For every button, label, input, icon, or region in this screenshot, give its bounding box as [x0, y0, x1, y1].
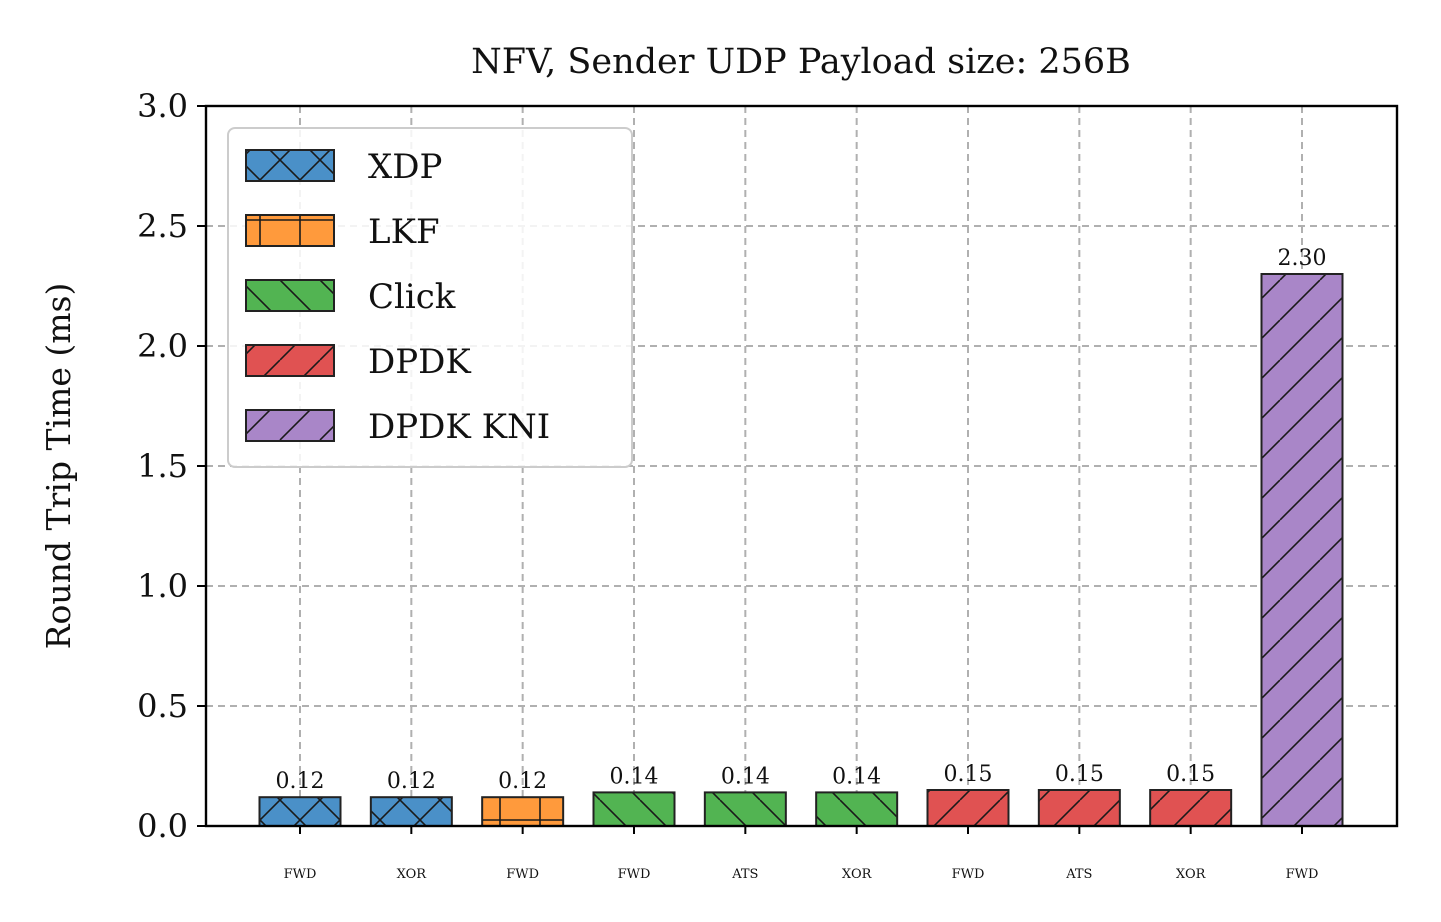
bar-xdp-fwd — [258, 796, 342, 828]
y-tick-label: 0.5 — [137, 687, 188, 725]
bar-dpdk-fwd — [926, 789, 1010, 827]
x-tick-label: ATS — [1065, 867, 1092, 882]
y-tick-label: 3.0 — [137, 87, 188, 125]
legend-swatch-lkf — [245, 214, 335, 247]
bar-value-label: 2.30 — [1278, 246, 1327, 271]
bar-dpdk-ats — [1037, 789, 1121, 827]
legend-label-xdp: XDP — [368, 147, 442, 187]
value-labels: 0.12 0.12 0.12 0.14 0.14 0.14 0.15 0.15 0.15 2.30 — [276, 246, 1327, 794]
y-ticks: 0.0 0.5 1.0 1.5 2.0 2.5 3.0 — [137, 87, 206, 845]
x-tick-label: FWD — [618, 867, 651, 882]
x-tick-label: FWD — [1286, 867, 1319, 882]
bar-value-label: 0.14 — [832, 764, 881, 789]
x-tick-label: ATS — [731, 867, 758, 882]
bar-value-label: 0.15 — [1166, 762, 1215, 787]
bar-lkf-fwd — [481, 796, 565, 828]
y-tick-label: 2.5 — [137, 207, 188, 245]
bar-value-label: 0.14 — [721, 764, 770, 789]
legend-label-click: Click — [368, 277, 456, 317]
bar-click-ats — [703, 791, 787, 828]
y-tick-label: 1.0 — [137, 567, 188, 605]
chart-title: NFV, Sender UDP Payload size: 256B — [471, 42, 1131, 82]
bar-value-label: 0.12 — [276, 769, 325, 794]
y-axis-label: Round Trip Time (ms) — [39, 283, 78, 650]
bar-click-fwd — [592, 791, 676, 828]
legend: XDP LKF Click DPDK DPDK KNI — [227, 127, 633, 468]
legend-label-dpdk: DPDK — [368, 342, 471, 382]
legend-swatch-xdp — [245, 149, 335, 182]
x-tick-label: XOR — [842, 867, 873, 882]
y-tick-label: 1.5 — [137, 447, 188, 485]
x-tick-label: XOR — [397, 867, 428, 882]
bar-dpdk-kni-fwd — [1260, 273, 1344, 827]
x-tick-label: FWD — [952, 867, 985, 882]
y-tick-label: 2.0 — [137, 327, 188, 365]
y-tick-label: 0.0 — [137, 807, 188, 845]
x-ticks: FWD XOR FWD FWD ATS XOR FWD ATS XOR FWD — [284, 826, 1319, 882]
legend-label-dpdk-kni: DPDK KNI — [368, 407, 550, 447]
x-tick-label: FWD — [506, 867, 539, 882]
bars — [258, 273, 1344, 828]
bar-value-label: 0.15 — [1055, 762, 1104, 787]
plot-frame — [204, 104, 1399, 828]
bar-value-label: 0.14 — [610, 764, 659, 789]
x-tick-label: FWD — [284, 867, 317, 882]
legend-swatch-dpdk-kni — [245, 409, 335, 442]
x-tick-label: XOR — [1176, 867, 1207, 882]
legend-swatch-click — [245, 279, 335, 312]
bar-click-xor — [815, 791, 899, 828]
legend-box — [227, 127, 633, 468]
bar-xdp-xor — [369, 796, 453, 828]
bar-value-label: 0.12 — [498, 769, 547, 794]
legend-label-lkf: LKF — [368, 212, 440, 252]
legend-swatch-dpdk — [245, 344, 335, 377]
bar-value-label: 0.12 — [387, 769, 436, 794]
bar-value-label: 0.15 — [944, 762, 993, 787]
bar-dpdk-xor — [1149, 789, 1233, 827]
